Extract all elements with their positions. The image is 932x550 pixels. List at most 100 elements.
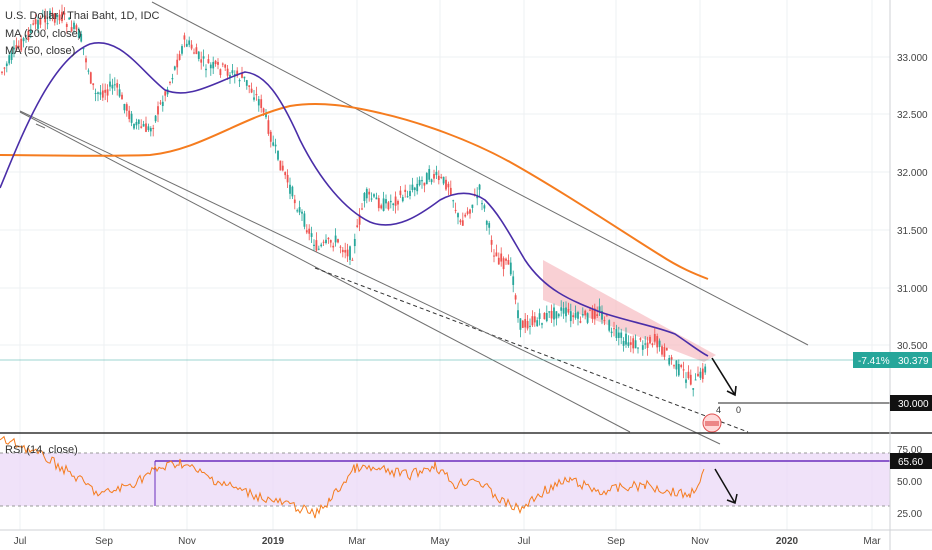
candle-body — [320, 244, 323, 247]
candle-body — [545, 313, 548, 322]
candle-body — [87, 70, 90, 72]
marker-text-a: 4 — [716, 405, 721, 415]
event-marker-icon[interactable] — [702, 413, 722, 433]
candle-body — [241, 72, 243, 78]
candle-body — [166, 89, 169, 95]
candle-body — [677, 363, 680, 376]
candle-body — [332, 245, 335, 248]
candle-body — [205, 68, 207, 71]
candle-body — [389, 200, 392, 203]
svg-text:2019: 2019 — [262, 536, 285, 547]
svg-text:65.60: 65.60 — [898, 457, 923, 468]
candle-body — [447, 183, 450, 188]
svg-text:Sep: Sep — [95, 536, 113, 547]
candle-body — [231, 70, 234, 74]
candle-body — [373, 194, 375, 197]
candle-body — [356, 225, 359, 227]
candle-body — [219, 69, 222, 76]
candle-body — [104, 89, 107, 93]
candle-body — [466, 211, 469, 214]
candle-body — [154, 115, 157, 122]
candle-body — [507, 259, 510, 265]
candle-body — [169, 82, 171, 84]
candle-body — [497, 257, 500, 265]
candle-body — [176, 59, 179, 68]
candle-body — [25, 35, 27, 37]
candle-body — [317, 248, 320, 250]
candle-body — [411, 184, 414, 191]
legend: U.S. Dollar / Thai Baht, 1D, IDC MA (200… — [5, 10, 160, 456]
candle-body — [617, 332, 620, 338]
candle-body — [1, 71, 3, 73]
svg-text:Jul: Jul — [14, 536, 27, 547]
candle-body — [51, 12, 54, 16]
candle-body — [603, 320, 606, 322]
candle-body — [646, 342, 649, 348]
candle-body — [284, 172, 287, 176]
ma200-legend: MA (200, close) — [5, 28, 81, 40]
candle-body — [370, 198, 373, 200]
candle-body — [94, 92, 97, 94]
candle-body — [519, 318, 522, 330]
candle-body — [675, 360, 678, 370]
candle-body — [313, 244, 315, 246]
candle-body — [135, 121, 138, 126]
candle-body — [207, 59, 210, 64]
candle-body — [449, 187, 452, 195]
candle-body — [188, 40, 191, 45]
candle-body — [308, 228, 311, 234]
candle-body — [289, 184, 291, 194]
candle-body — [392, 203, 395, 206]
candle-body — [339, 246, 342, 248]
svg-text:Nov: Nov — [691, 536, 709, 547]
candle-body — [452, 200, 455, 202]
candle-body — [641, 345, 644, 350]
candle-body — [56, 14, 59, 17]
candle-body — [37, 20, 39, 29]
candle-body — [680, 365, 683, 368]
candle-body — [279, 160, 282, 171]
candle-body — [147, 126, 150, 130]
candle-body — [365, 188, 368, 199]
candle-body — [461, 220, 464, 226]
candle-body — [478, 184, 481, 190]
candle-body — [514, 295, 517, 300]
svg-text:32.500: 32.500 — [897, 110, 928, 121]
candle-body — [351, 259, 354, 261]
candle-body — [248, 85, 251, 87]
candle-body — [15, 45, 18, 50]
rsi-line — [0, 435, 705, 519]
candle-body — [490, 239, 493, 245]
svg-text:33.000: 33.000 — [897, 53, 928, 64]
candle-body — [310, 233, 313, 237]
candle-body — [195, 47, 198, 55]
candle-body — [344, 250, 347, 253]
candle-body — [440, 176, 443, 178]
candle-body — [505, 258, 507, 261]
candle-body — [267, 120, 270, 134]
candle-body — [13, 47, 15, 50]
candle-body — [531, 316, 534, 326]
svg-text:32.000: 32.000 — [897, 168, 928, 179]
candle-body — [118, 89, 121, 97]
candle-body — [277, 150, 279, 160]
candle-body — [387, 202, 390, 210]
candle-body — [413, 187, 416, 191]
candle-body — [601, 310, 603, 320]
svg-text:Sep: Sep — [607, 536, 625, 547]
candle-body — [39, 19, 42, 25]
candle-body — [113, 84, 116, 86]
candle-body — [464, 214, 467, 217]
candle-body — [133, 123, 135, 129]
candle-body — [589, 309, 591, 311]
candle-body — [433, 174, 435, 179]
candle-body — [553, 307, 555, 320]
svg-text:30.379: 30.379 — [898, 356, 929, 367]
candle-body — [694, 379, 697, 381]
candle-body — [565, 307, 567, 317]
svg-text:30.000: 30.000 — [898, 399, 929, 410]
svg-text:Mar: Mar — [348, 536, 366, 547]
svg-text:Nov: Nov — [178, 536, 196, 547]
candle-body — [442, 176, 445, 184]
